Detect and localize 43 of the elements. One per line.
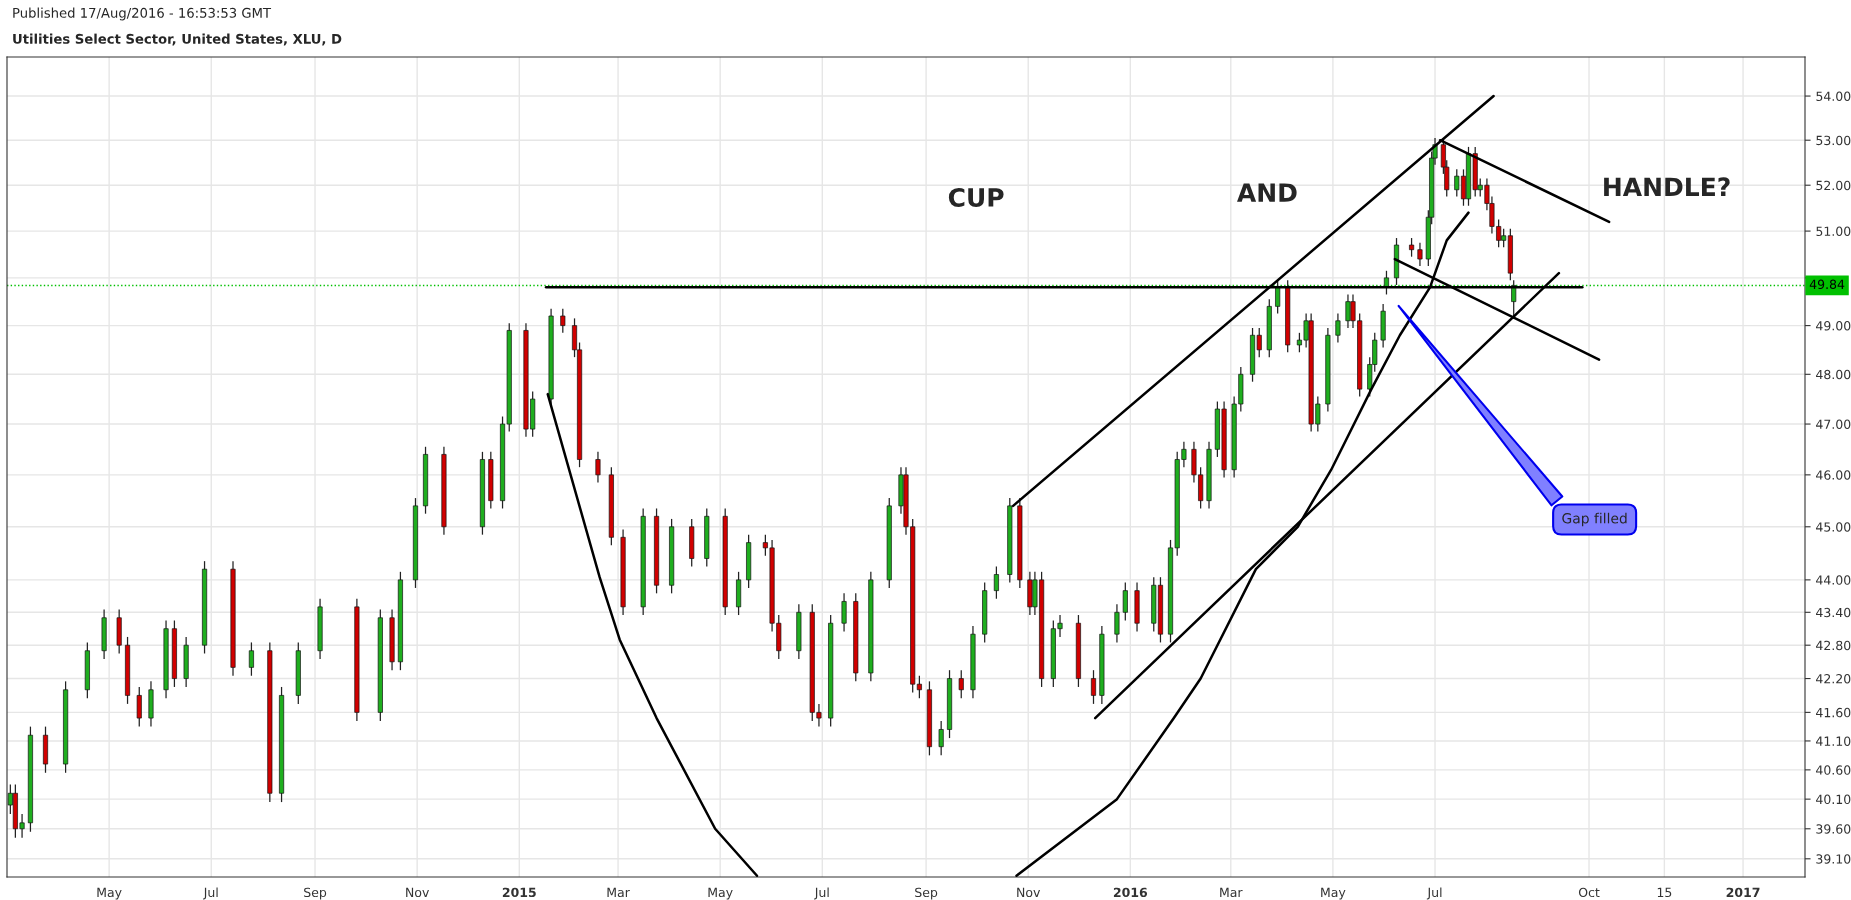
- y-tick-label: 40.10: [1816, 794, 1851, 805]
- x-tick-label: 2016: [1113, 887, 1148, 898]
- annotation: HANDLE?: [1604, 177, 1730, 196]
- x-tick-label: Nov: [1017, 887, 1041, 898]
- ref-line-label: 49.84: [1809, 279, 1845, 290]
- y-tick-label: 53.00: [1816, 135, 1851, 146]
- x-tick-label: Jul: [203, 887, 218, 900]
- x-tick-label: May: [708, 887, 733, 900]
- y-tick-label: 48.00: [1816, 369, 1851, 380]
- y-tick-label: 46.00: [1816, 470, 1851, 480]
- x-tick-label: Jul: [814, 887, 829, 900]
- y-tick-label: 47.00: [1816, 419, 1851, 429]
- x-tick-label: May: [1321, 887, 1346, 900]
- y-tick-label: 43.40: [1816, 607, 1851, 618]
- y-tick-label: 42.80: [1816, 640, 1851, 651]
- x-tick-label: Mar: [607, 887, 630, 898]
- annotation: CUP: [948, 188, 1004, 207]
- x-tick-label: Mar: [1220, 887, 1243, 898]
- y-tick-label: 45.00: [1816, 522, 1851, 532]
- x-tick-label: 2017: [1726, 887, 1760, 898]
- y-tick-label: 39.10: [1816, 854, 1851, 864]
- y-tick-label: 42.20: [1816, 674, 1851, 684]
- x-tick-label: May: [97, 887, 122, 900]
- x-tick-label: 15: [1657, 887, 1672, 898]
- y-tick-label: 52.00: [1816, 180, 1851, 191]
- x-tick-label: Sep: [304, 887, 327, 900]
- x-tick-label: Jul: [1426, 887, 1442, 900]
- y-tick-label: 39.60: [1816, 824, 1851, 834]
- y-tick-label: 51.00: [1816, 226, 1851, 237]
- y-tick-label: 41.10: [1816, 736, 1851, 746]
- y-tick-label: 49.00: [1816, 321, 1851, 331]
- chart-title: Utilities Select Sector, United States, XLU, D: [13, 33, 342, 46]
- annotation: AND: [1237, 183, 1297, 202]
- annotation: Gap filled: [1562, 512, 1627, 527]
- y-tick-label: 44.00: [1816, 575, 1851, 585]
- x-tick-label: Oct: [1578, 887, 1600, 898]
- x-tick-label: Nov: [406, 887, 429, 898]
- y-tick-label: 54.00: [1816, 91, 1851, 101]
- x-tick-label: 2015: [502, 887, 536, 898]
- x-tick-label: Sep: [915, 887, 938, 900]
- y-tick-label: 41.60: [1816, 707, 1851, 718]
- text: Published 17/Aug/2016 - 16:53:53 GMT: [13, 7, 272, 21]
- y-tick-label: 40.60: [1816, 765, 1851, 775]
